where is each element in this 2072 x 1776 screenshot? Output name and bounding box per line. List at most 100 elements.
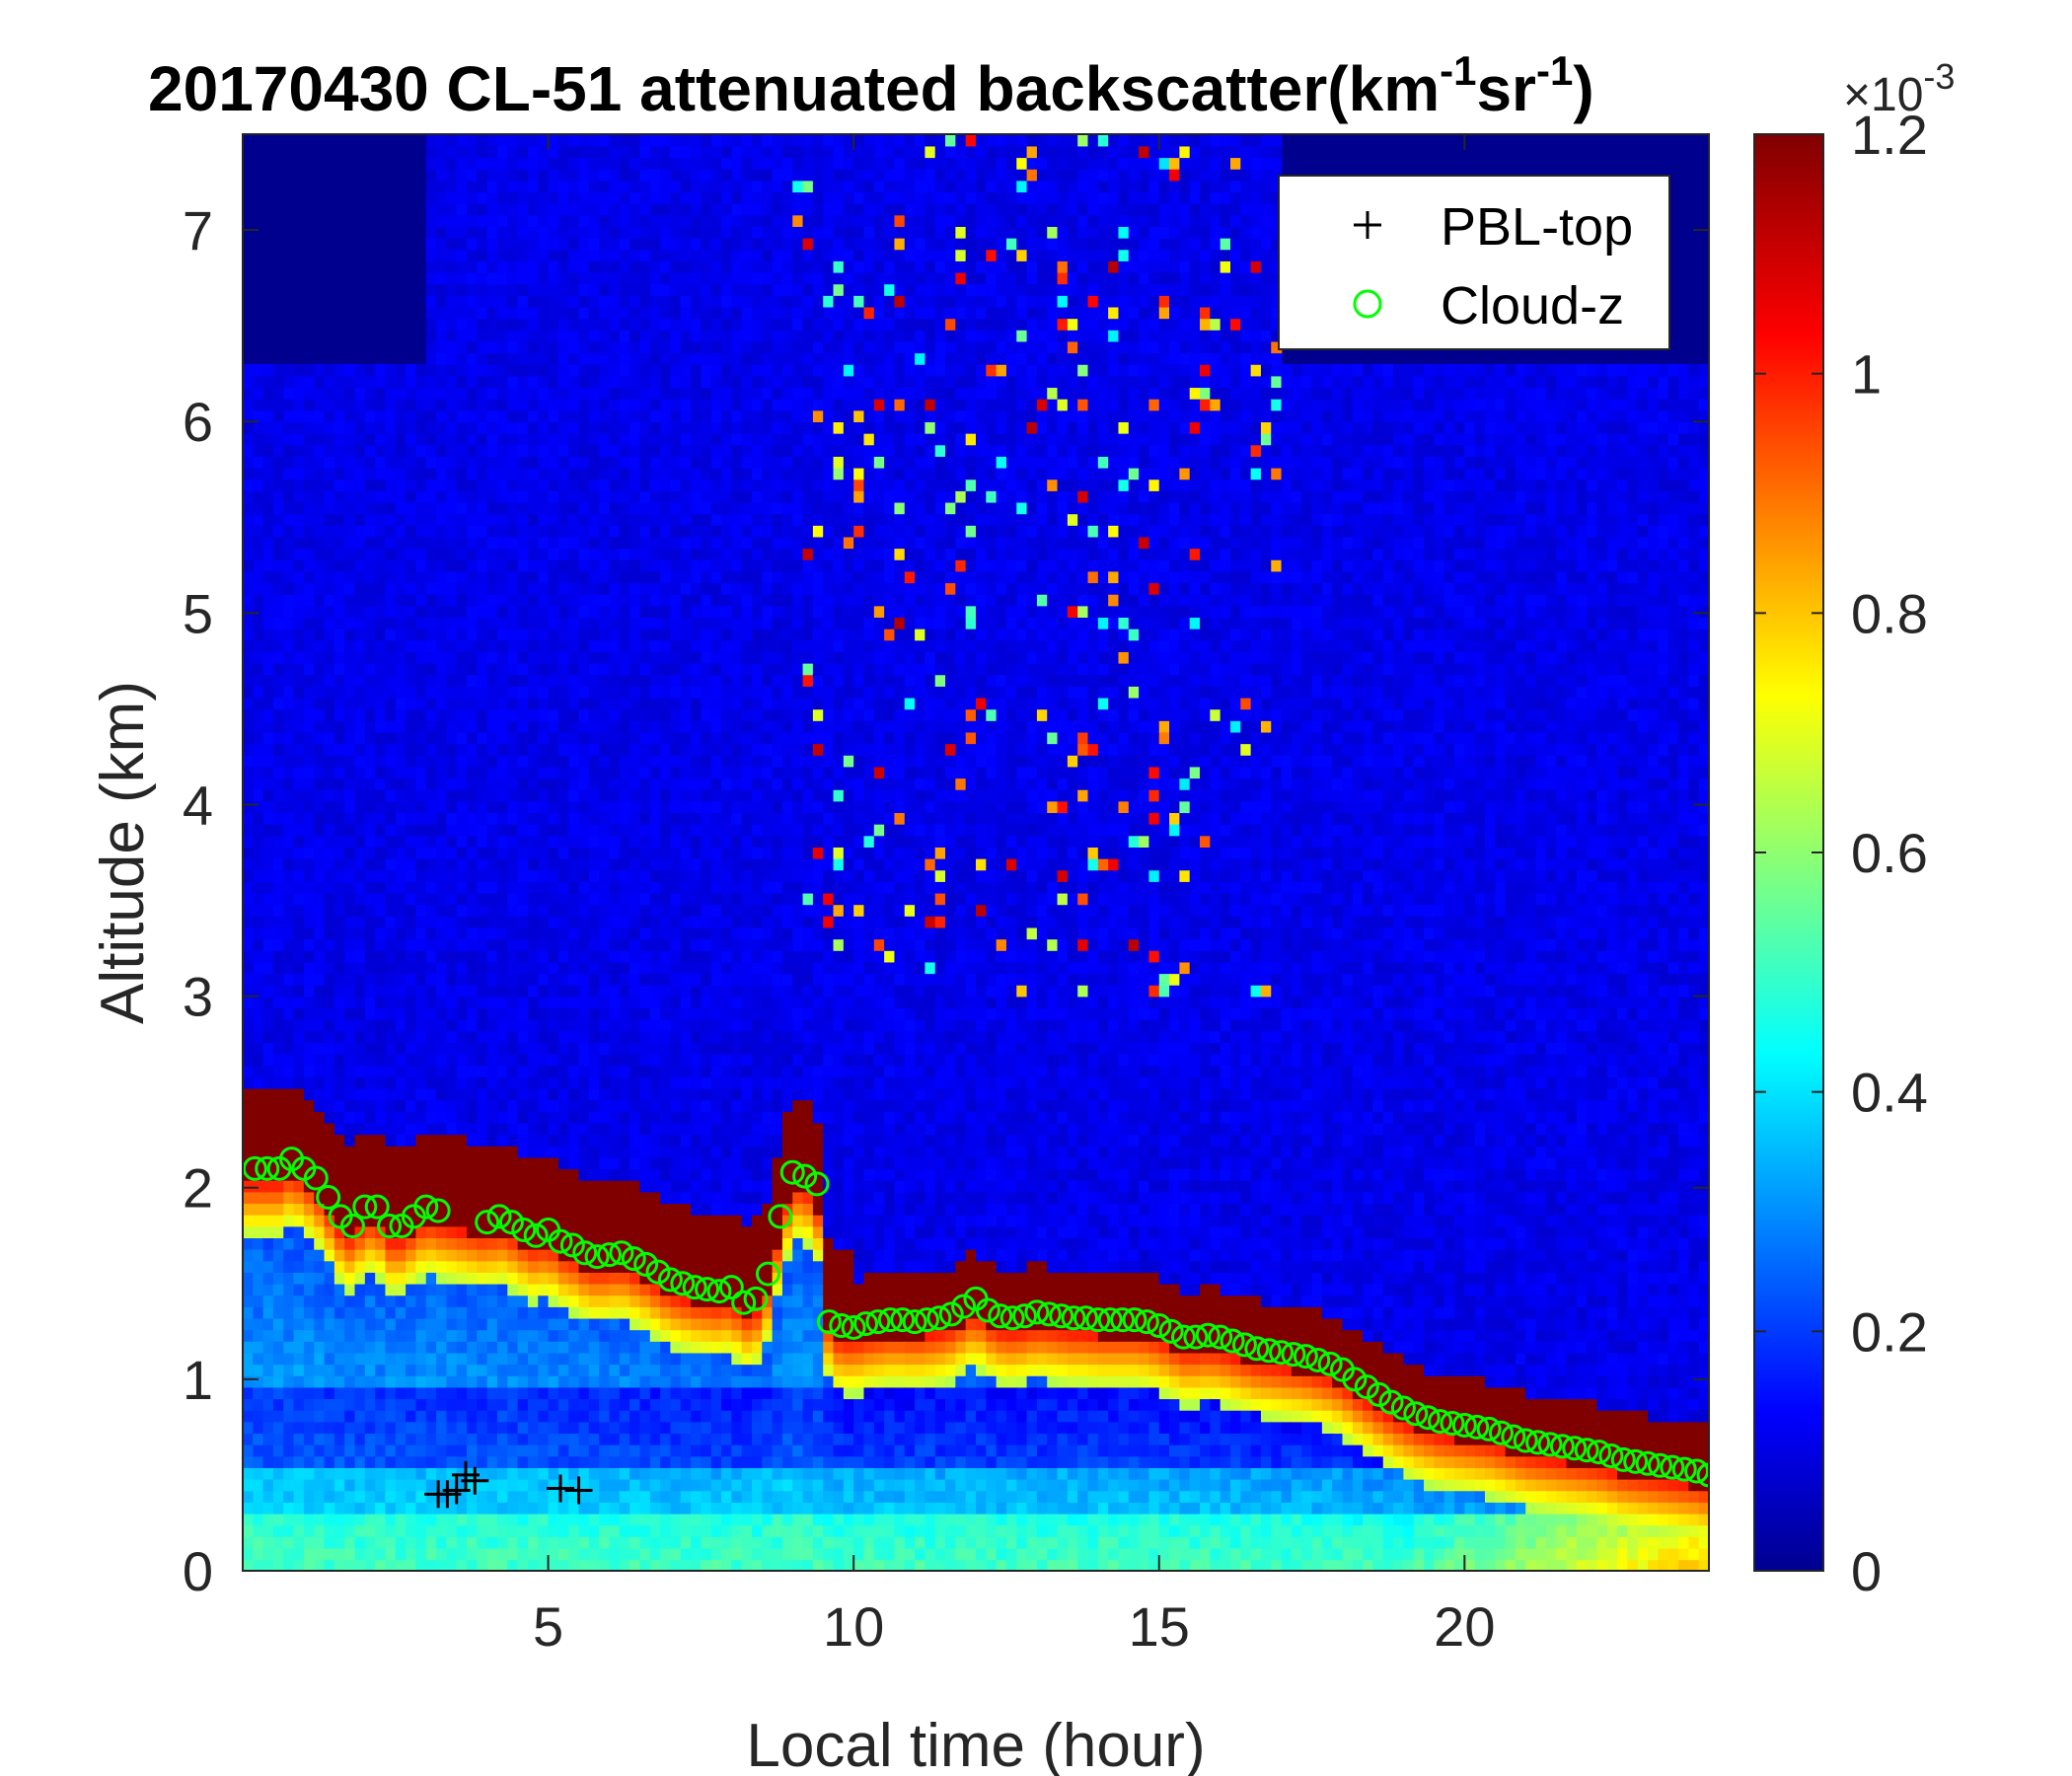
heatmap-cell (609, 708, 621, 721)
heatmap-cell (467, 743, 479, 756)
heatmap-cell (639, 1018, 651, 1032)
heatmap-cell (385, 881, 397, 894)
heatmap-cell (660, 731, 672, 745)
heatmap-cell (283, 1490, 295, 1503)
heatmap-cell (456, 191, 468, 204)
heatmap-cell (599, 950, 611, 963)
heatmap-cell (425, 1295, 437, 1307)
heatmap-cell (477, 558, 488, 572)
heatmap-cell (649, 1352, 661, 1366)
heatmap-cell (527, 398, 540, 411)
heatmap-cell (385, 1352, 397, 1366)
heatmap-cell (395, 456, 407, 469)
heatmap-cell (324, 1122, 335, 1136)
heatmap-cell (609, 1191, 621, 1205)
heatmap-cell (415, 662, 427, 676)
heatmap-cell (415, 892, 427, 906)
heatmap-cell (415, 984, 427, 998)
heatmap-cell (272, 1524, 285, 1537)
heatmap-cell (670, 1156, 682, 1170)
heatmap-cell (385, 1087, 397, 1101)
heatmap-cell (243, 651, 255, 664)
heatmap-cell (415, 686, 427, 699)
heatmap-cell (649, 1099, 661, 1112)
heatmap-cell (538, 1306, 550, 1319)
heatmap-cell (436, 1502, 448, 1515)
heatmap-cell (507, 904, 519, 917)
heatmap-cell (303, 743, 316, 756)
heatmap-cell (639, 1409, 651, 1423)
heatmap-cell (507, 617, 519, 629)
heatmap-cell (283, 881, 295, 894)
heatmap-cell (507, 191, 519, 204)
heatmap-cell (272, 823, 285, 837)
heatmap-cell (649, 409, 661, 422)
heatmap-cell (385, 1248, 397, 1262)
heatmap-cell (415, 513, 427, 526)
heatmap-cell (568, 168, 580, 182)
heatmap-cell (578, 950, 590, 963)
heatmap-cell (670, 674, 682, 687)
heatmap-cell (548, 548, 559, 560)
heatmap-cell (578, 720, 590, 733)
heatmap-cell (446, 1364, 458, 1376)
heatmap-cell (456, 961, 468, 975)
heatmap-cell (527, 904, 540, 917)
heatmap-cell (333, 869, 345, 882)
heatmap-cell (649, 536, 661, 550)
heatmap-cell (375, 708, 387, 721)
heatmap-cell (649, 1306, 661, 1319)
heatmap-cell (406, 777, 417, 790)
heatmap-cell (253, 961, 264, 975)
heatmap-cell (557, 686, 570, 699)
heatmap-cell (333, 558, 345, 572)
heatmap-cell (557, 570, 570, 584)
heatmap-cell (609, 1559, 621, 1571)
heatmap-cell (629, 570, 641, 584)
heatmap-cell (507, 766, 519, 779)
heatmap-cell (477, 926, 488, 940)
heatmap-cell (293, 628, 305, 641)
heatmap-cell (375, 847, 387, 859)
heatmap-cell (243, 973, 255, 986)
heatmap-cell (486, 697, 498, 710)
heatmap-cell (467, 1018, 479, 1032)
heatmap-cell (344, 1179, 356, 1193)
heatmap-cell (406, 1018, 417, 1032)
heatmap-cell (477, 1283, 488, 1296)
heatmap-cell (557, 249, 570, 261)
heatmap-cell (333, 1111, 345, 1124)
heatmap-cell (609, 628, 621, 641)
heatmap-cell (333, 743, 345, 756)
heatmap-cell (436, 340, 448, 354)
heatmap-cell (385, 1502, 397, 1515)
heatmap-cell (406, 1329, 417, 1342)
heatmap-cell (599, 686, 611, 699)
heatmap-cell (477, 1524, 488, 1537)
heatmap-cell (303, 1502, 316, 1515)
heatmap-cell (588, 1099, 600, 1112)
heatmap-cell (436, 812, 448, 825)
heatmap-cell (253, 697, 264, 710)
heatmap-cell (548, 237, 559, 251)
heatmap-cell (262, 1536, 274, 1549)
heatmap-cell (629, 766, 641, 779)
heatmap-cell (527, 1248, 540, 1262)
heatmap-cell (496, 800, 509, 814)
heatmap-cell (395, 1341, 407, 1354)
heatmap-cell (425, 1018, 437, 1032)
heatmap-cell (303, 593, 316, 607)
heatmap-cell (477, 1306, 488, 1319)
heatmap-cell (619, 1364, 630, 1376)
heatmap-cell (639, 271, 651, 285)
heatmap-cell (660, 628, 672, 641)
heatmap-cell (395, 743, 407, 756)
heatmap-cell (253, 1237, 264, 1250)
heatmap-cell (599, 1502, 611, 1515)
heatmap-cell (660, 904, 672, 917)
heatmap-cell (467, 444, 479, 457)
heatmap-cell (272, 1386, 285, 1400)
heatmap-cell (486, 686, 498, 699)
heatmap-cell (324, 1455, 335, 1468)
heatmap-cell (364, 686, 376, 699)
